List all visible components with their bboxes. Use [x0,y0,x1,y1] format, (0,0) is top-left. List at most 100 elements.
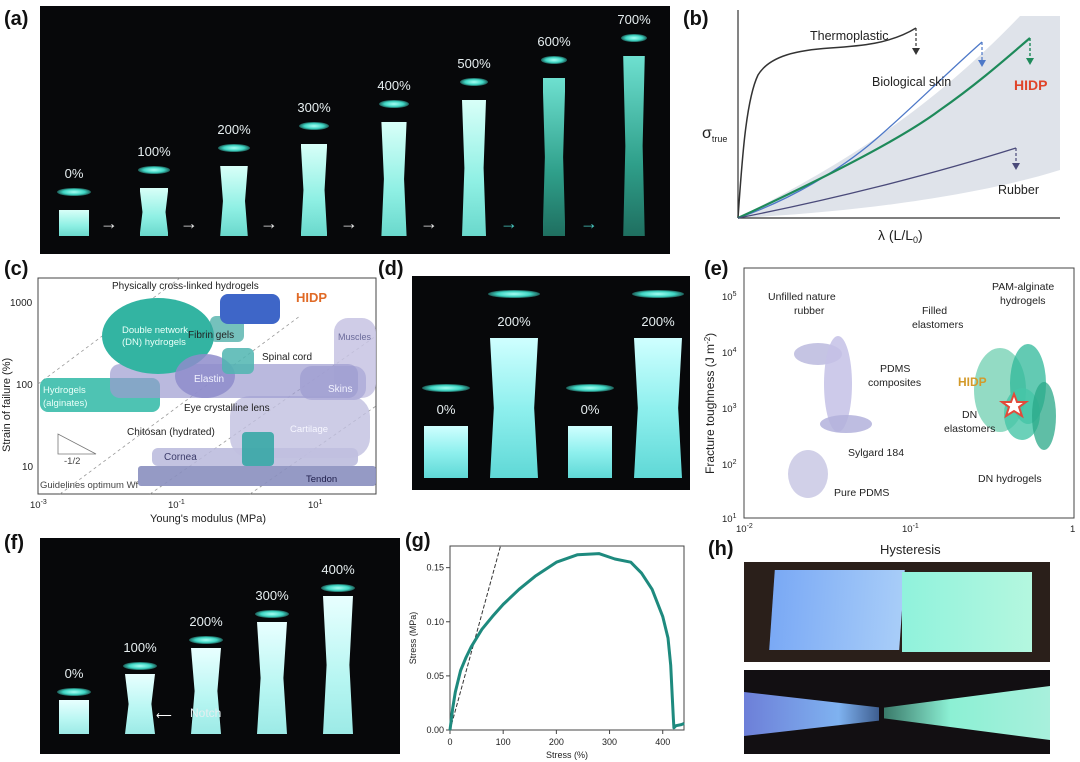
f-strain-label-0: 0% [64,666,84,681]
panel-f-photo: 0% 100% 200% 300% 400% ⟵ Notch [40,538,400,754]
f-strain-label-1: 100% [123,640,157,655]
g-data-point-16 [640,572,643,574]
f-top-grip-1 [123,662,157,670]
f-strip-2 [191,648,221,734]
f-strip-1 [125,674,155,734]
c-label-tendon: Tendon [306,474,337,485]
a-step-arrow-4: → [420,213,438,233]
e-label-unfilled-1: Unfilled nature [768,291,836,303]
e-ytick-3: 103 [722,403,737,415]
a-strain-label-2: 200% [217,122,251,137]
a-top-grip-6 [540,56,568,64]
c-label-slope: -1/2 [64,456,80,467]
a-strain-label-4: 400% [377,78,411,93]
f-top-grip-4 [321,584,355,592]
g-xtick-label-4: 400 [655,737,670,747]
g-xtick-label-0: 0 [447,737,452,747]
region-hidp [220,294,280,324]
f-strain-label-3: 300% [255,588,289,603]
h-top-blue-block [769,570,905,650]
skin-arrowhead [978,60,986,67]
g-data-point-18 [662,615,664,617]
a-strain-label-6: 600% [537,34,571,49]
e-ytick-1: 101 [722,513,737,525]
c-label-hydrogels: Hydrogels [43,385,86,396]
g-data-point-15 [630,561,632,563]
thermoplastic-arrowhead [912,48,920,55]
curve-biological-skin [737,41,983,219]
panel-h-photo-bottom [744,670,1050,754]
panel-d-label: (d) [378,258,404,280]
g-data-point-19 [667,637,669,639]
panel-g-label: (g) [405,530,431,552]
panel-h-label: (h) [708,538,734,560]
g-data-point-12 [577,554,579,556]
c-label-eye: Eye crystalline lens [184,403,270,414]
d-top-grip-1 [488,290,540,298]
g-data-point-5 [470,646,472,648]
c-label-muscles: Muscles [338,332,372,342]
c-label-cornea: Cornea [164,452,197,463]
panel-b-xlabel: λ (L/L0) [878,227,923,245]
e-ylabel: Fracture toughness (J m-2) [703,333,717,474]
g-data-point-2 [454,691,456,693]
rubber-arrowhead [1012,163,1020,170]
a-strain-label-7: 700% [617,12,651,27]
a-top-grip-5 [460,78,488,86]
a-strain-label-3: 300% [297,100,331,115]
f-top-grip-0 [57,688,91,696]
g-xlabel: Stress (%) [546,750,588,760]
a-strip-0 [59,210,89,236]
panel-f-label: (f) [4,532,24,554]
c-ytick-100: 100 [16,380,33,391]
panel-a-label: (a) [4,8,29,30]
e-label-filled-2: elastomers [912,319,963,331]
panel-c-plot: Physically cross-linked hydrogels HIDP D… [1,277,377,525]
d-top-grip-3 [632,290,684,298]
c-xtick-2: 10-1 [168,499,185,511]
panel-e-plot: Unfilled nature rubber PDMS composites S… [703,267,1075,557]
g-data-point-23 [673,727,675,729]
g-data-point-11 [555,561,557,563]
d-strain-label-3: 200% [641,314,675,329]
panel-b-ylabel: σtrue [702,125,727,144]
e-label-pdms-1: PDMS [880,363,910,375]
c-label-cartilage: Cartilage [290,424,328,435]
a-step-arrow-2: → [260,213,278,233]
a-strip-7 [623,56,645,236]
e-label-unfilled-2: rubber [794,305,825,317]
a-strip-6 [542,78,566,236]
e-ytick-4: 104 [722,347,737,359]
c-label-hidp: HIDP [296,290,327,305]
curve-hidp [737,37,1031,219]
c-label-dn-2: (DN) hydrogels [122,337,186,348]
a-step-arrow-6: → [580,213,598,233]
c-label-elastin: Elastin [194,374,224,385]
g-frame [449,545,685,731]
e-label-sylgard: Sylgard 184 [848,447,904,459]
c-label-fibrin: Fibrin gels [188,330,234,341]
f-strain-label-2: 200% [189,614,223,629]
g-data-point-7 [491,615,494,617]
f-top-grip-2 [189,636,223,644]
g-ylabel: Stress (MPa) [408,612,418,665]
g-data-point-9 [518,588,520,590]
d-strain-label-0: 0% [436,402,456,417]
panel-b-plot: Thermoplastic Biological skin HIDP Rubbe… [702,10,1060,245]
d-strip-0 [424,426,468,478]
a-strip-2 [220,166,248,236]
a-top-grip-7 [621,34,647,42]
a-strip-1 [139,188,169,236]
e-xtick-1: 10-2 [736,523,753,535]
g-data-point-6 [481,628,483,630]
c-xtick-3: 101 [308,499,323,511]
notch-arrow: ⟵ [156,710,172,722]
curve-rubber [737,147,1017,219]
panel-e-label: (e) [704,258,729,280]
curve-thermoplastic [737,27,917,219]
c-ytick-10: 10 [22,462,34,473]
g-data-point-3 [460,669,462,672]
g-data-point-20 [670,664,672,666]
e-xlabel: Hysteresis [880,542,941,557]
e-region-pdms-composites [824,336,852,432]
